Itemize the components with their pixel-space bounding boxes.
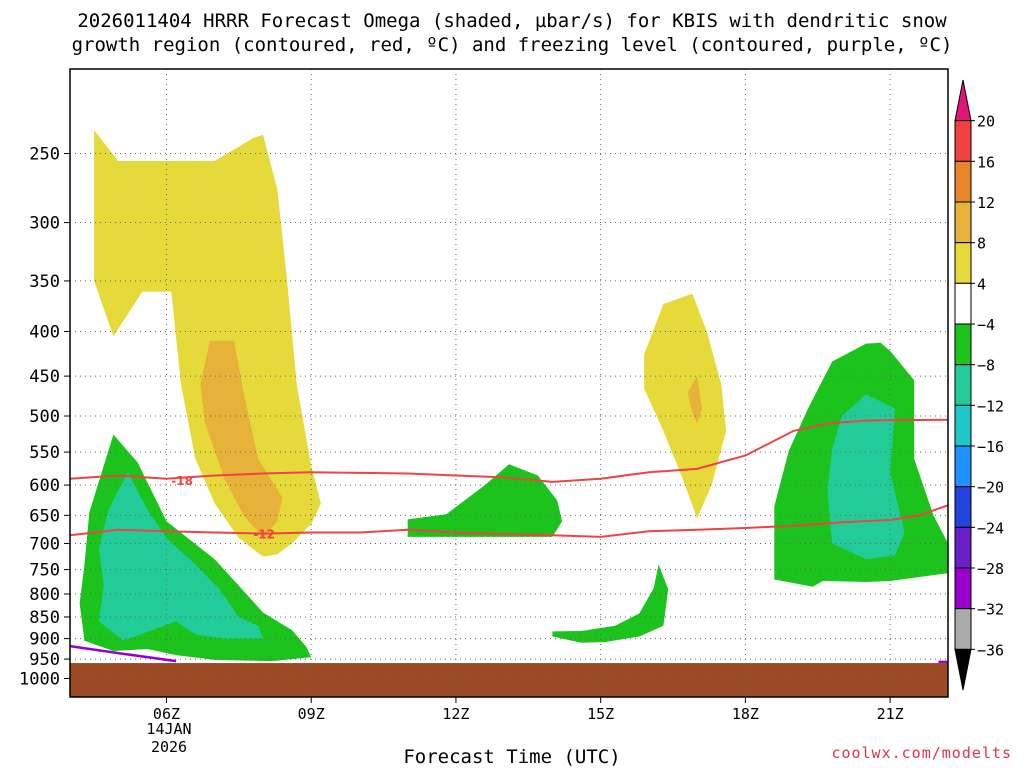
- x-tick-label-12Z: 12Z: [442, 705, 469, 723]
- colorbar-label-5: −4: [977, 316, 995, 334]
- y-tick-label-450: 450: [29, 367, 60, 387]
- colorbar-label-4: 4: [977, 275, 986, 293]
- colorbar-cell-13: [954, 608, 972, 650]
- x-tick-label-15Z: 15Z: [587, 705, 614, 723]
- colorbar-cell-3: [954, 201, 972, 244]
- y-tick-label-650: 650: [29, 506, 60, 526]
- colorbar-label-8: −16: [977, 438, 1004, 456]
- y-tick-label-1000: 1000: [19, 670, 60, 690]
- dgz-contour-0: [70, 418, 948, 483]
- y-tick-label-400: 400: [29, 323, 60, 343]
- colorbar-cell-2: [954, 160, 972, 203]
- plot-frame: [69, 68, 949, 698]
- x-tick-label-09Z: 09Z: [298, 705, 325, 723]
- colorbar-cell-9: [954, 445, 972, 488]
- y-tick-label-250: 250: [29, 145, 60, 165]
- x-tick-label-21Z: 21Z: [877, 705, 904, 723]
- x-axis-label: Forecast Time (UTC): [403, 746, 621, 768]
- colorbar-cell-1: [954, 120, 972, 162]
- y-tick-label-500: 500: [29, 407, 60, 427]
- colorbar-label-7: −12: [977, 397, 1004, 415]
- colorbar-label-9: −20: [977, 479, 1004, 497]
- y-tick-label-550: 550: [29, 443, 60, 463]
- colorbar-cell-4: [954, 242, 972, 284]
- y-tick-label-850: 850: [29, 608, 60, 628]
- omega-region-2: [644, 293, 727, 519]
- contour-label-minus12: -12: [253, 528, 275, 542]
- y-tick-label-750: 750: [29, 561, 60, 581]
- y-tick-label-900: 900: [29, 630, 60, 650]
- date-label-year: 2026: [150, 738, 188, 756]
- ground-fill: [70, 663, 948, 697]
- chart-title-line-2: growth region (contoured, red, ºC) and f…: [71, 34, 953, 56]
- omega-region-9: [827, 394, 905, 560]
- colorbar-label-1: 16: [977, 153, 995, 171]
- colorbar-cell-6: [954, 323, 972, 366]
- y-tick-label-350: 350: [29, 272, 60, 292]
- omega-region-1: [200, 340, 283, 538]
- colorbar-label-10: −24: [977, 519, 1004, 537]
- colorbar-cell-10: [954, 486, 972, 528]
- colorbar-cell-5: [954, 282, 972, 325]
- y-tick-label-950: 950: [29, 650, 60, 670]
- omega-region-0: [94, 130, 321, 557]
- colorbar-label-0: 20: [977, 113, 995, 131]
- colorbar-cell-12: [954, 567, 972, 610]
- freezing-level-0: [70, 644, 177, 663]
- y-tick-label-700: 700: [29, 534, 60, 554]
- colorbar-label-12: −32: [977, 601, 1004, 619]
- x-tick-label-18Z: 18Z: [732, 705, 759, 723]
- colorbar-cell-8: [954, 404, 972, 447]
- colorbar-label-13: −36: [977, 641, 1004, 659]
- colorbar-label-6: −8: [977, 357, 995, 375]
- colorbar-label-3: 8: [977, 235, 986, 253]
- date-label-day: 14JAN: [146, 720, 192, 738]
- colorbar-bottom-triangle: [954, 648, 972, 691]
- dgz-contour-1: [70, 504, 948, 538]
- colorbar-label-11: −28: [977, 560, 1004, 578]
- contour-label-minus18: -18: [171, 474, 193, 488]
- omega-region-6: [407, 464, 563, 537]
- colorbar-top-triangle: [954, 79, 972, 122]
- y-tick-label-600: 600: [29, 476, 60, 496]
- y-tick-label-300: 300: [29, 214, 60, 234]
- colorbar-label-2: 12: [977, 194, 995, 212]
- omega-region-3: [687, 376, 702, 424]
- y-tick-label-800: 800: [29, 585, 60, 605]
- colorbar-cell-7: [954, 364, 972, 406]
- credit-link[interactable]: coolwx.com/modelts: [831, 744, 1012, 762]
- omega-region-5: [98, 472, 264, 641]
- chart-title-line-1: 2026011404 HRRR Forecast Omega (shaded, …: [77, 10, 947, 32]
- x-tick-label-06Z: 06Z: [153, 705, 180, 723]
- colorbar-cell-11: [954, 526, 972, 569]
- omega-region-7: [552, 564, 669, 643]
